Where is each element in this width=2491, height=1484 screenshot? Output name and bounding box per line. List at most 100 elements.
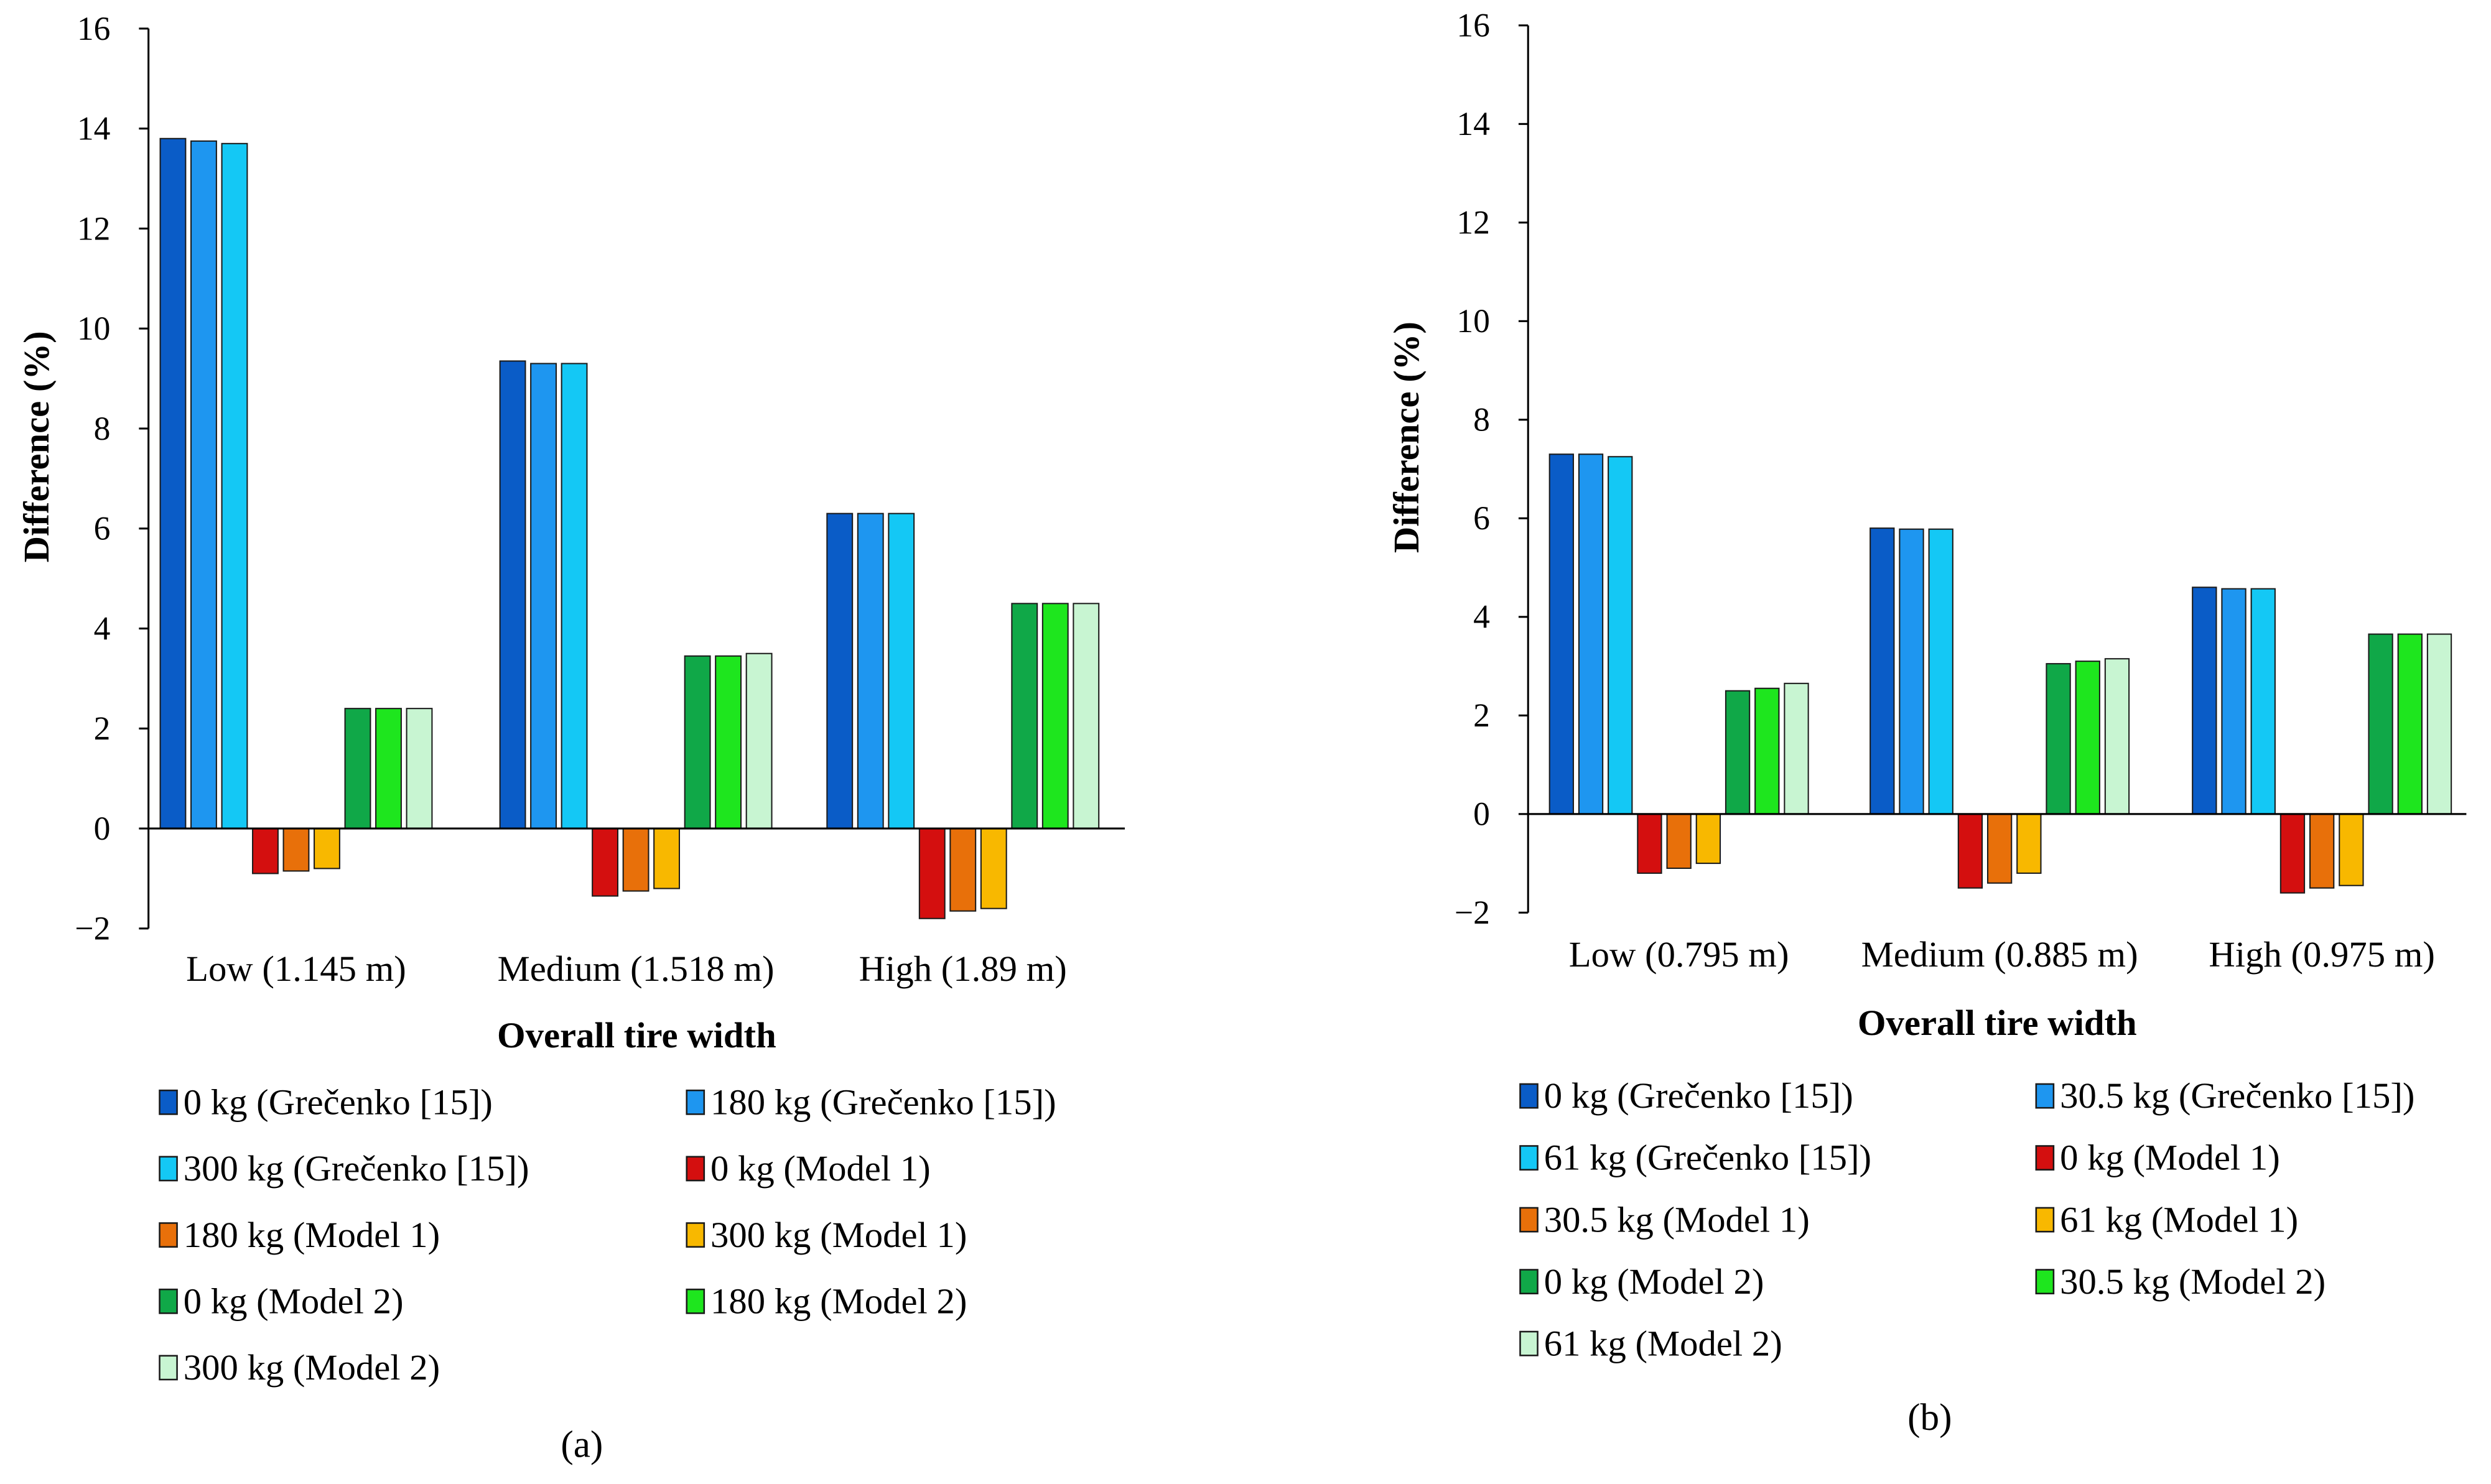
y-tick-label: 0 [94,810,111,847]
bar [282,828,310,872]
bar [1548,453,1574,815]
bar [745,652,773,830]
bar [1666,813,1692,870]
y-tick-label: 6 [1473,499,1490,537]
bar [826,512,854,830]
bar [2250,588,2276,815]
legend-swatch [1519,1083,1539,1109]
legend-label: 0 kg (Grečenko [15]) [1544,1075,1853,1116]
bar [1957,813,1983,889]
legend-label: 180 kg (Model 1) [184,1215,440,1255]
bar [406,708,433,830]
y-tick-label: 14 [77,110,111,147]
legend-swatch [2035,1083,2055,1109]
bar [1899,528,1924,815]
y-tick-label: 14 [1456,105,1490,142]
y-tick-label: 8 [1473,401,1490,438]
bar [2104,658,2130,815]
bar [190,140,217,830]
bar [980,828,1007,909]
bar [1608,456,1633,815]
bar [561,363,588,830]
bar [1041,603,1069,830]
bar [1725,690,1751,815]
legend-label: 61 kg (Grečenko [15]) [1544,1138,1871,1178]
y-tick-label: 12 [77,210,111,247]
bar [1986,813,2013,884]
bar [2339,813,2364,886]
legend-swatch [1519,1269,1539,1295]
x-tick-label: High (0.975 m) [2209,934,2435,975]
x-axis-title: Overall tire width [1858,1003,2137,1043]
bar [2368,633,2393,815]
bar [530,363,557,830]
y-tick-label: 0 [1473,795,1490,833]
panel-caption: (b) [1907,1396,1952,1439]
legend-swatch [159,1288,178,1314]
bar [1578,453,1604,815]
bar [344,708,371,830]
legend-label: 30.5 kg (Grečenko [15]) [2060,1075,2414,1116]
y-tick-label: 2 [94,710,111,747]
legend-label: 180 kg (Grečenko [15]) [710,1082,1056,1122]
legend-swatch [2035,1269,2055,1295]
y-axis-title: Difference (%) [16,331,57,562]
bar [1011,603,1038,830]
legend-swatch [686,1089,705,1115]
y-tick-label: 16 [77,10,111,47]
bar [2046,663,2071,815]
bar [1928,528,1953,815]
y-tick-label: 10 [1456,302,1490,340]
y-tick-label: 16 [1456,7,1490,44]
legend-swatch [1519,1145,1539,1171]
bar [888,512,915,830]
legend-label: 0 kg (Model 2) [1544,1261,1764,1302]
legend-label: 0 kg (Model 1) [710,1148,931,1189]
bar [715,655,742,830]
legend-label: 300 kg (Model 2) [184,1347,440,1388]
bar [653,828,681,889]
legend-swatch [159,1222,178,1248]
legend-swatch [686,1222,705,1248]
y-axis-title: Difference (%) [1386,322,1427,553]
legend-swatch [159,1156,178,1182]
bar [592,828,619,897]
x-tick-label: Low (1.145 m) [186,948,406,989]
y-tick-label: 12 [1456,204,1490,241]
bar [1869,527,1895,815]
bar [2426,633,2452,815]
legend-swatch [159,1355,178,1381]
bar [2075,661,2100,815]
bar [622,828,650,892]
legend-label: 300 kg (Grečenko [15]) [184,1148,529,1189]
bar [2221,588,2247,815]
bar [949,828,977,912]
legend-label: 30.5 kg (Model 2) [2060,1261,2326,1302]
x-axis-title: Overall tire width [497,1015,776,1055]
legend-label: 0 kg (Model 1) [2060,1138,2280,1178]
x-tick-label: Medium (0.885 m) [1861,934,2138,975]
bar [1637,813,1662,874]
bar [918,828,946,919]
legend-label: 30.5 kg (Model 1) [1544,1199,1810,1240]
legend-label: 61 kg (Model 1) [2060,1199,2298,1240]
bar [857,512,884,830]
legend-swatch [1519,1330,1539,1356]
bar [499,360,526,830]
chart-panel-a: −2 0 2 4 6 8 10 12 14 16 Low (1.145 m) Medium (1.51… [16,10,1125,1466]
bar [1695,813,1721,865]
panel-caption: (a) [561,1424,603,1466]
y-tick-label: 4 [94,610,111,647]
y-tick-label: 10 [77,310,111,347]
y-tick-label: 6 [94,510,111,547]
legend-swatch [686,1156,705,1182]
x-tick-label: High (1.89 m) [859,948,1067,989]
legend-label: 61 kg (Model 2) [1544,1323,1782,1363]
bar [221,142,248,830]
bar [1073,603,1100,830]
chart-panel-b: −2 0 2 4 6 8 10 12 14 16 Low (0.795 m) Medium (0.88… [1386,7,2467,1439]
legend-label: 300 kg (Model 1) [710,1215,967,1255]
bar [1754,687,1780,815]
legend-swatch [2035,1145,2055,1171]
